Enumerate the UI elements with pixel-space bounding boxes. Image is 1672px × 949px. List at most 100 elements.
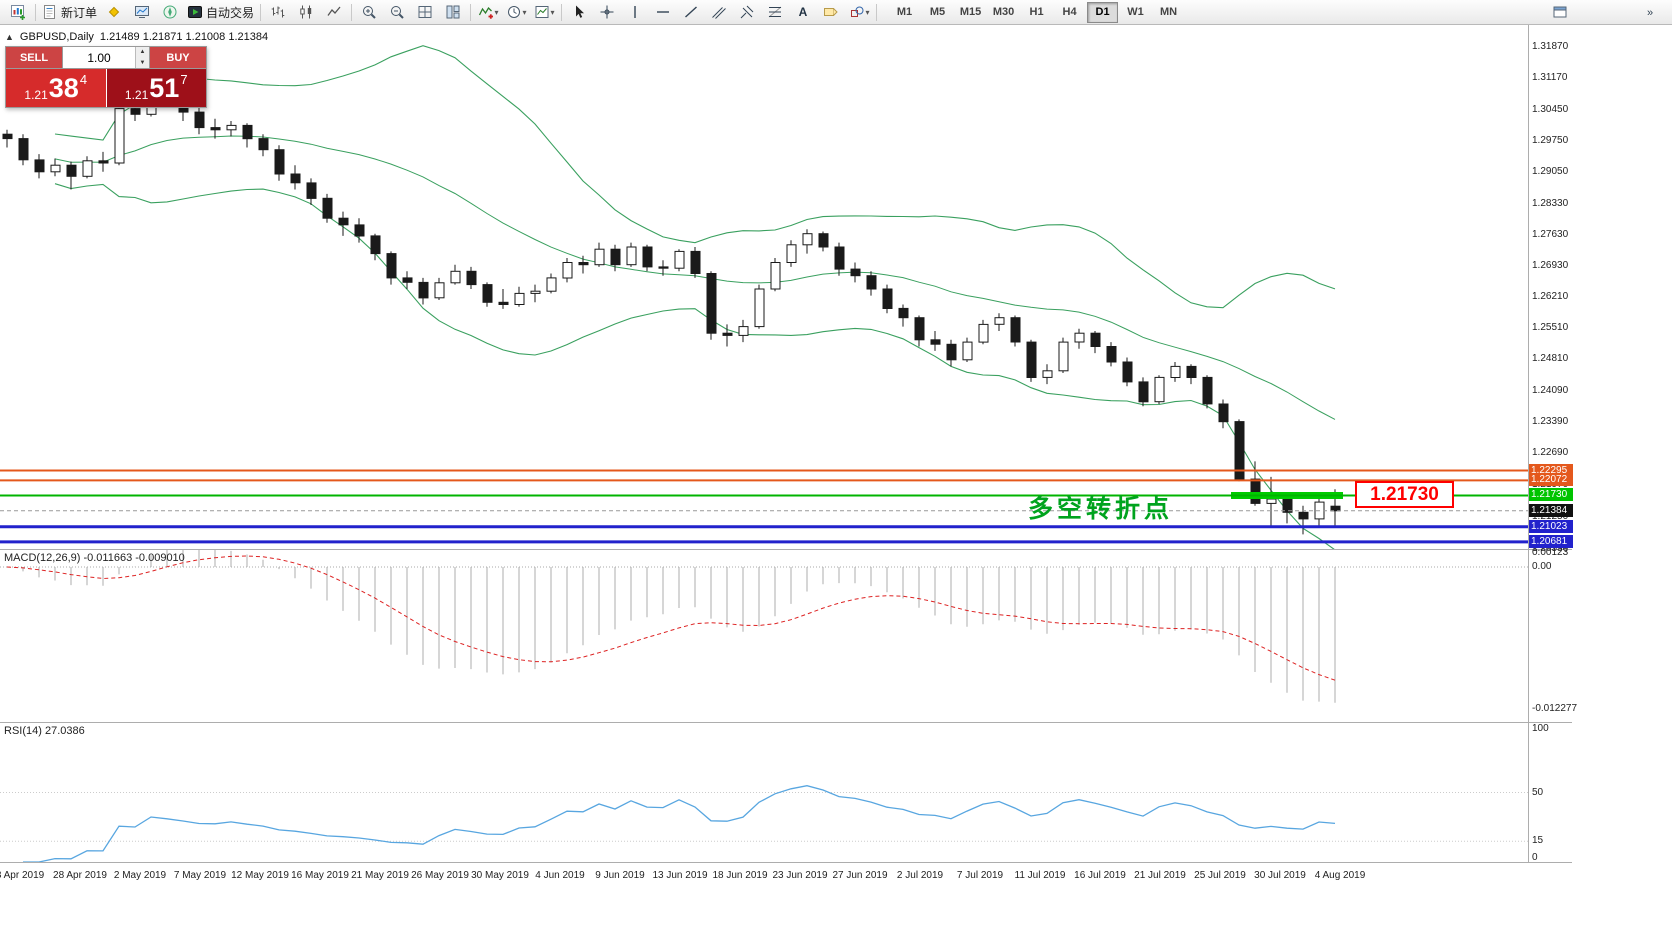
buy-price-button[interactable]: 1.21 51 7	[106, 69, 206, 107]
price-chart-canvas[interactable]	[0, 25, 1528, 549]
buy-price-pip: 7	[180, 72, 188, 87]
timeframe-button-m5[interactable]: M5	[929, 6, 946, 18]
dropdown-caret-icon[interactable]: ▾	[522, 7, 527, 17]
price-axis-label: 1.31170	[1532, 72, 1568, 84]
indicators-button[interactable]: ▾	[474, 1, 502, 24]
chart-window[interactable]: ▲ GBPUSD,Daily 1.21489 1.21871 1.21008 1…	[0, 25, 1672, 949]
tile-windows-button[interactable]	[439, 1, 467, 24]
toolbar-overflow-button[interactable]: »	[1636, 1, 1664, 24]
timeframe-button-w1[interactable]: W1	[1127, 6, 1144, 18]
label-button[interactable]	[817, 1, 845, 24]
text-button[interactable]: A	[789, 1, 817, 24]
channel-button[interactable]	[705, 1, 733, 24]
zoom-out-button[interactable]	[383, 1, 411, 24]
line-chart-icon	[326, 4, 342, 20]
fibo-button[interactable]	[761, 1, 789, 24]
hline-icon	[655, 4, 671, 20]
navigator-button[interactable]	[156, 1, 184, 24]
price-badge: 1.21730	[1529, 488, 1573, 502]
shapes-button[interactable]: ▾	[845, 1, 873, 24]
market-watch-icon	[134, 4, 150, 20]
buy-button[interactable]: BUY	[150, 47, 206, 68]
timeframe-button-h4[interactable]: H4	[1062, 6, 1077, 18]
vline-icon	[627, 4, 643, 20]
new-window-icon	[1552, 4, 1568, 20]
rsi-indicator-canvas[interactable]	[0, 723, 1528, 862]
volume-input[interactable]	[63, 47, 135, 68]
date-axis-label: 9 Jun 2019	[595, 870, 645, 881]
dropdown-caret-icon[interactable]: ▾	[865, 7, 870, 17]
trendline-button[interactable]	[677, 1, 705, 24]
auto-arrange-button[interactable]	[411, 1, 439, 24]
price-axis-separator	[1528, 25, 1529, 863]
navigator-icon	[162, 4, 178, 20]
line-chart-button[interactable]	[320, 1, 348, 24]
price-axis-label: 1.23390	[1532, 416, 1569, 428]
bar-chart-button[interactable]	[264, 1, 292, 24]
zoom-in-button[interactable]	[355, 1, 383, 24]
periods-button[interactable]: ▾	[502, 1, 530, 24]
dropdown-caret-icon[interactable]: ▾	[550, 7, 555, 17]
rsi-axis-label: 15	[1532, 835, 1544, 847]
toolbar-separator	[470, 3, 472, 21]
dropdown-caret-icon[interactable]: ▾	[494, 7, 499, 17]
sell-button[interactable]: SELL	[6, 47, 62, 68]
price-axis-label: 1.22690	[1532, 447, 1569, 459]
new-chart-button[interactable]	[4, 1, 32, 24]
macd-indicator-canvas[interactable]	[0, 550, 1528, 722]
oneclick-collapse-icon[interactable]: ▲	[5, 32, 14, 42]
timeframe-button-h1[interactable]: H1	[1029, 6, 1044, 18]
chart-ohlc-values: 1.21489 1.21871 1.21008 1.21384	[99, 31, 269, 43]
date-axis-label: 2 May 2019	[113, 870, 167, 881]
templates-button[interactable]: ▾	[530, 1, 558, 24]
toolbar-separator	[260, 3, 262, 21]
market-watch-button[interactable]	[128, 1, 156, 24]
date-axis-label: 2 Jul 2019	[896, 870, 944, 881]
pitchfork-icon	[739, 4, 755, 20]
date-axis-label: 13 Jun 2019	[652, 870, 708, 881]
volume-down-button[interactable]: ▼	[136, 57, 149, 68]
date-axis-label: 3 Apr 2019	[0, 870, 45, 881]
price-axis-label: 1.26930	[1532, 259, 1569, 271]
pane-separator[interactable]	[0, 862, 1572, 863]
new-window-button[interactable]	[1546, 1, 1574, 24]
chart-header: ▲ GBPUSD,Daily 1.21489 1.21871 1.21008 1…	[5, 31, 268, 43]
price-badge: 1.22295	[1529, 463, 1573, 477]
toolbar-separator	[561, 3, 563, 21]
cursor-button[interactable]	[565, 1, 593, 24]
sell-price-prefix: 1.21	[24, 88, 48, 102]
crosshair-button[interactable]	[593, 1, 621, 24]
hline-button[interactable]	[649, 1, 677, 24]
sell-price-button[interactable]: 1.21 38 4	[6, 69, 106, 107]
pane-separator[interactable]	[0, 722, 1572, 723]
timeframe-button-d1[interactable]: D1	[1087, 1, 1119, 23]
price-axis-label: 1.26210	[1532, 291, 1569, 303]
candle-chart-button[interactable]	[292, 1, 320, 24]
new-order-button[interactable]: 新订单	[39, 1, 100, 24]
svg-text:A: A	[799, 5, 808, 19]
date-axis-label: 21 May 2019	[351, 870, 409, 881]
volume-stepper: ▲ ▼	[135, 47, 149, 68]
price-badge: 1.21023	[1529, 519, 1573, 533]
volume-up-button[interactable]: ▲	[136, 47, 149, 58]
metaeditor-button[interactable]	[100, 1, 128, 24]
date-axis-label: 4 Aug 2019	[1314, 870, 1366, 881]
timeframe-button-m15[interactable]: M15	[959, 6, 982, 18]
label-icon	[823, 4, 839, 20]
date-axis-label: 21 Jul 2019	[1134, 870, 1186, 881]
vline-button[interactable]	[621, 1, 649, 24]
date-axis-label: 28 Apr 2019	[53, 870, 107, 881]
macd-axis-label: 0.00	[1532, 561, 1552, 572]
date-axis-label: 18 Jun 2019	[712, 870, 768, 881]
price-axis-label: 1.29750	[1532, 134, 1569, 146]
autotrading-button[interactable]: 自动交易	[184, 1, 257, 24]
auto-arrange-icon	[417, 4, 433, 20]
pitchfork-button[interactable]	[733, 1, 761, 24]
timeframe-button-mn[interactable]: MN	[1159, 6, 1178, 18]
new-order-label: 新订单	[61, 5, 98, 20]
timeframe-button-m30[interactable]: M30	[992, 6, 1015, 18]
pane-separator[interactable]	[0, 549, 1572, 550]
one-click-trading-panel: SELL ▲ ▼ BUY 1.21 38 4 1.21 51 7	[5, 46, 207, 108]
timeframe-button-m1[interactable]: M1	[896, 6, 913, 18]
date-axis-label: 12 May 2019	[231, 870, 289, 881]
